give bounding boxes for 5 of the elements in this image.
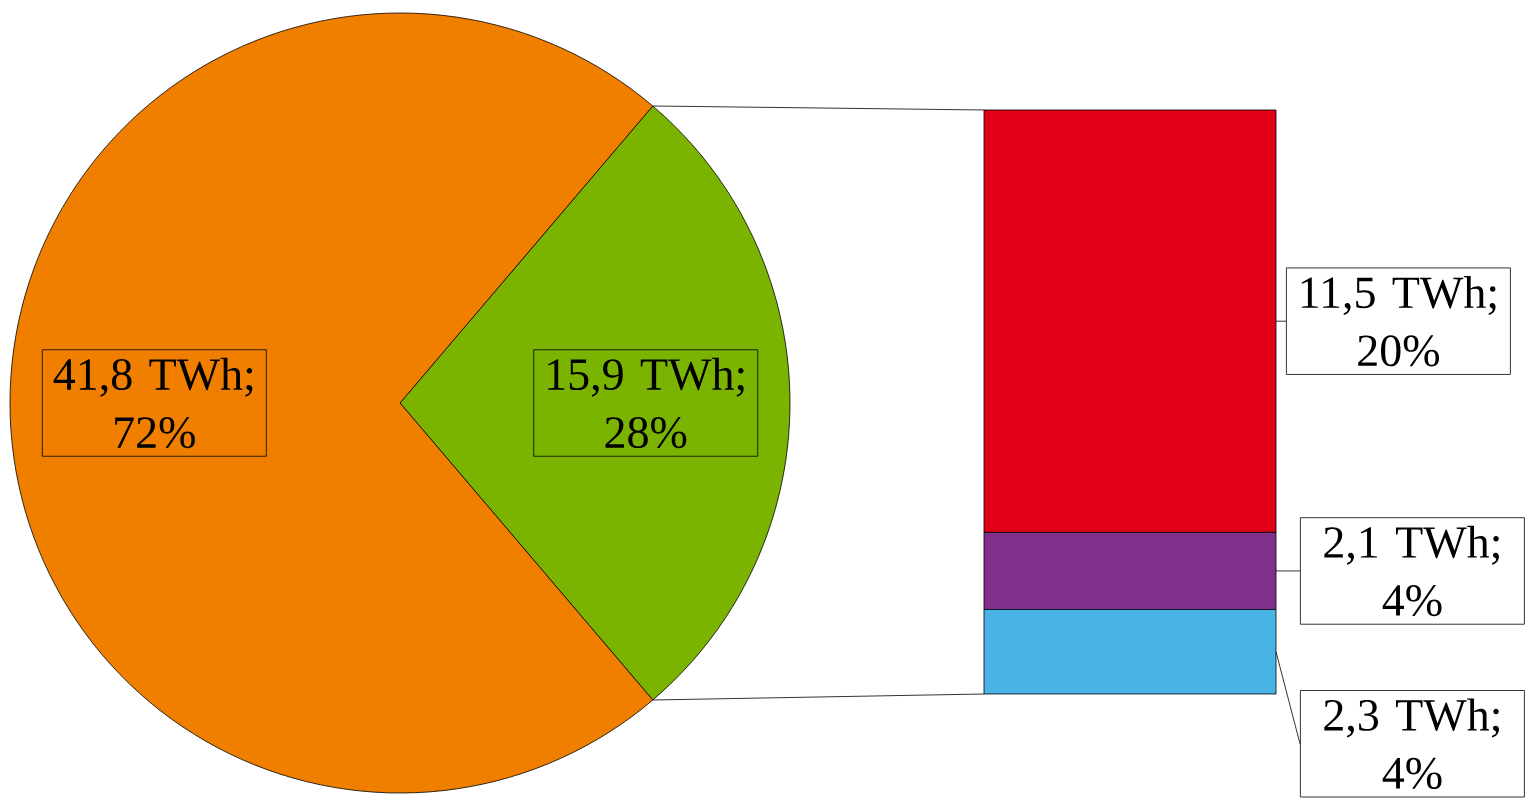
data-label: 2,1 TWh; 4% [1324,525,1499,617]
data-label: 2,3 TWh; 4% [1324,698,1499,790]
data-label: 41,8 TWh; 72% [53,357,253,449]
data-label: 11,5 TWh; 20% [1301,275,1496,367]
data-label: 15,9 TWh; 28% [548,357,744,449]
